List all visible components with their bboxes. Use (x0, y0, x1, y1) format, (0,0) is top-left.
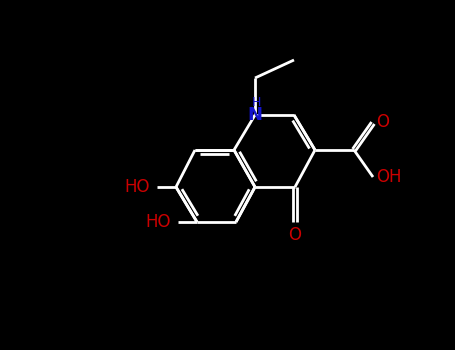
Text: N: N (248, 106, 263, 124)
Text: HO: HO (124, 178, 150, 196)
Text: O: O (288, 226, 302, 244)
Text: H: H (251, 97, 261, 110)
Text: HO: HO (145, 213, 171, 231)
Text: OH: OH (376, 168, 402, 186)
Text: O: O (376, 113, 389, 131)
